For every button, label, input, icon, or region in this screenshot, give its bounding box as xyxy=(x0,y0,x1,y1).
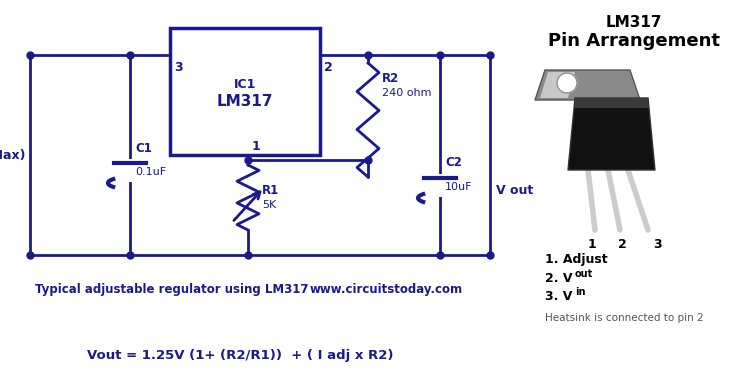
Text: 0.1uF: 0.1uF xyxy=(135,167,166,177)
Polygon shape xyxy=(540,72,575,98)
Text: R2: R2 xyxy=(382,71,399,84)
Text: in: in xyxy=(575,287,586,297)
Text: V out: V out xyxy=(496,184,533,196)
Text: 2: 2 xyxy=(324,61,333,74)
Text: Vout = 1.25V (1+ (R2/R1))  + ( I adj x R2): Vout = 1.25V (1+ (R2/R1)) + ( I adj x R2… xyxy=(87,348,393,361)
Text: www.circuitstoday.com: www.circuitstoday.com xyxy=(310,283,463,296)
Text: Heatsink is connected to pin 2: Heatsink is connected to pin 2 xyxy=(545,313,704,323)
Bar xyxy=(170,28,320,155)
Text: IC1: IC1 xyxy=(234,78,256,91)
Text: 1. Adjust: 1. Adjust xyxy=(545,253,607,266)
Text: V in (28V Max): V in (28V Max) xyxy=(0,149,25,162)
Circle shape xyxy=(557,73,577,93)
Text: 10uF: 10uF xyxy=(445,182,473,192)
Text: 1: 1 xyxy=(588,238,596,251)
Text: 3: 3 xyxy=(174,61,183,74)
Text: 2. V: 2. V xyxy=(545,271,572,285)
Polygon shape xyxy=(568,98,655,170)
Text: LM317: LM317 xyxy=(606,15,662,30)
Text: LM317: LM317 xyxy=(217,94,273,109)
Text: out: out xyxy=(575,269,593,279)
Text: R1: R1 xyxy=(262,184,279,196)
Text: C1: C1 xyxy=(135,141,152,155)
Text: 3: 3 xyxy=(654,238,662,251)
Text: Typical adjustable regulator using LM317: Typical adjustable regulator using LM317 xyxy=(35,283,308,296)
Text: 240 ohm: 240 ohm xyxy=(382,88,432,98)
Text: 2: 2 xyxy=(618,238,626,251)
Text: 3. V: 3. V xyxy=(545,290,572,302)
Text: Pin Arrangement: Pin Arrangement xyxy=(548,32,720,50)
Text: 1: 1 xyxy=(252,140,261,153)
Polygon shape xyxy=(575,98,648,108)
Text: 5K: 5K xyxy=(262,200,276,210)
Text: C2: C2 xyxy=(445,157,462,169)
Polygon shape xyxy=(535,70,640,100)
